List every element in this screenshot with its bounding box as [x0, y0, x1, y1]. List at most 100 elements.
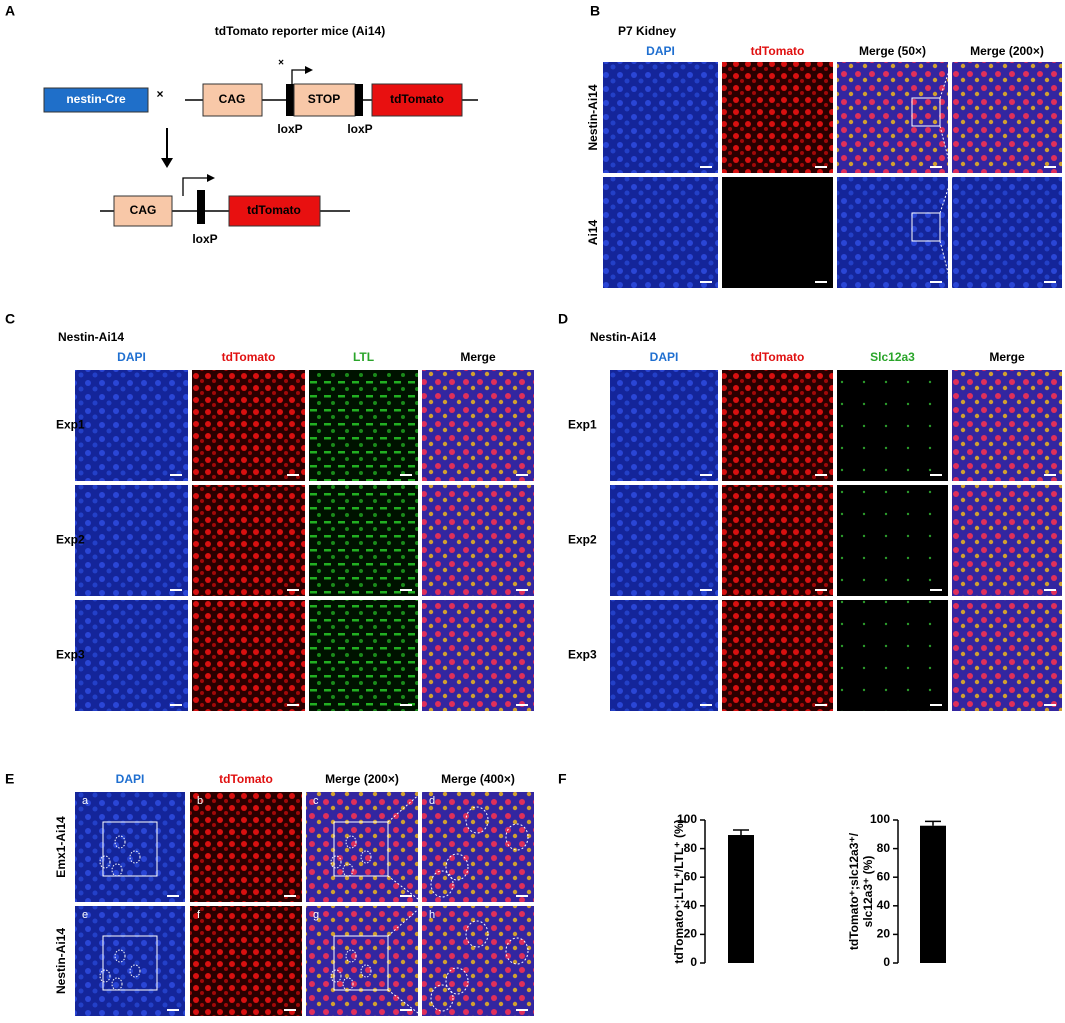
micrograph [952, 62, 1062, 173]
micrograph [192, 370, 305, 481]
cell-outline [505, 823, 529, 851]
column-header: tdTomato [751, 350, 805, 364]
tile-letter: e [82, 909, 88, 921]
row-label: Exp1 [568, 418, 597, 432]
y-tick-label: 0 [690, 955, 697, 969]
micrograph [837, 62, 948, 173]
column-header: DAPI [650, 350, 679, 364]
cell-outline [342, 863, 354, 877]
micrograph [309, 600, 418, 711]
micrograph [610, 370, 718, 481]
panel-label: F [558, 771, 567, 787]
row-label: Exp1 [56, 418, 85, 432]
zoom-line [387, 905, 423, 937]
cross: × [278, 58, 284, 69]
micrograph [306, 792, 418, 902]
y-axis-label: tdTomato⁺;slc12a3⁺/ [847, 832, 861, 950]
micrograph [837, 370, 948, 481]
cell-outline [342, 977, 354, 991]
panel-label: D [558, 311, 568, 327]
micrograph [422, 485, 534, 596]
micrograph [952, 600, 1062, 711]
panel-title: tdTomato reporter mice (Ai14) [215, 24, 385, 38]
tile-letter: d [429, 795, 435, 807]
column-header: tdTomato [222, 350, 276, 364]
cell-outline [430, 870, 454, 898]
micrograph [75, 600, 188, 711]
y-tick-label: 100 [870, 812, 890, 826]
cell-outline [114, 949, 126, 963]
micrograph [190, 792, 302, 902]
y-tick-label: 80 [877, 841, 891, 855]
micrograph [722, 600, 833, 711]
column-header: tdTomato [219, 772, 273, 786]
y-tick-label: 60 [684, 869, 698, 883]
micrograph [422, 600, 534, 711]
cell-outline [330, 855, 342, 869]
micrograph [75, 370, 188, 481]
micrograph [837, 600, 948, 711]
column-header: DAPI [117, 350, 146, 364]
y-tick-label: 80 [684, 841, 698, 855]
panel-title: P7 Kidney [618, 24, 676, 38]
tile-letter: a [82, 795, 89, 807]
zoom-line [387, 875, 423, 903]
panel-subtitle: Nestin-Ai14 [58, 330, 124, 344]
panel-label: C [5, 311, 15, 327]
tile-letter: f [197, 909, 201, 921]
y-tick-label: 40 [684, 898, 698, 912]
cell-outline [99, 855, 111, 869]
y-tick-label: 20 [684, 927, 698, 941]
panel-label: B [590, 3, 600, 19]
cell-outline [111, 977, 123, 991]
loxp-label: loxP [192, 232, 217, 246]
cell-outline [505, 937, 529, 965]
cell-outline [330, 969, 342, 983]
micrograph [722, 370, 833, 481]
row-label: Ai14 [586, 220, 600, 246]
micrograph [75, 792, 185, 902]
row-label: Nestin-Ai14 [54, 928, 68, 994]
micrograph [952, 370, 1062, 481]
y-tick-label: 0 [883, 955, 890, 969]
zoom-box [102, 935, 158, 991]
micrograph [603, 62, 718, 173]
cross: × [156, 87, 163, 101]
micrograph [306, 906, 418, 1016]
micrograph [837, 177, 948, 288]
zoom-line [939, 240, 953, 289]
cell-outline [111, 863, 123, 877]
micrograph [192, 600, 305, 711]
y-tick-label: 20 [877, 927, 891, 941]
cell-outline [345, 949, 357, 963]
cell-outline [430, 984, 454, 1012]
y-axis-label: tdTomato⁺;LTL⁺/LTL⁺ (%) [672, 819, 686, 963]
box-label: nestin-Cre [66, 92, 126, 106]
y-tick-label: 100 [677, 812, 697, 826]
column-header: Merge [460, 350, 496, 364]
loxp-label: loxP [347, 122, 372, 136]
cell-outline [114, 835, 126, 849]
error-bar [733, 829, 749, 836]
panel-label: E [5, 771, 14, 787]
cell-outline [465, 806, 489, 834]
micrograph [422, 792, 534, 902]
column-header: LTL [353, 350, 374, 364]
schematic [43, 66, 478, 227]
micrograph [837, 485, 948, 596]
micrograph [192, 485, 305, 596]
y-tick-label: 60 [877, 869, 891, 883]
column-header: DAPI [116, 772, 145, 786]
row-label: Exp2 [568, 533, 597, 547]
box-label: STOP [308, 92, 340, 106]
column-header: DAPI [646, 44, 675, 58]
zoom-line [387, 791, 423, 823]
cell-outline [445, 967, 469, 995]
cell-outline [129, 850, 141, 864]
column-header: Merge (200×) [325, 772, 399, 786]
panel-subtitle: Nestin-Ai14 [590, 330, 656, 344]
error-bar [925, 820, 941, 826]
zoom-line [387, 989, 423, 1017]
loxp-label: loxP [277, 122, 302, 136]
